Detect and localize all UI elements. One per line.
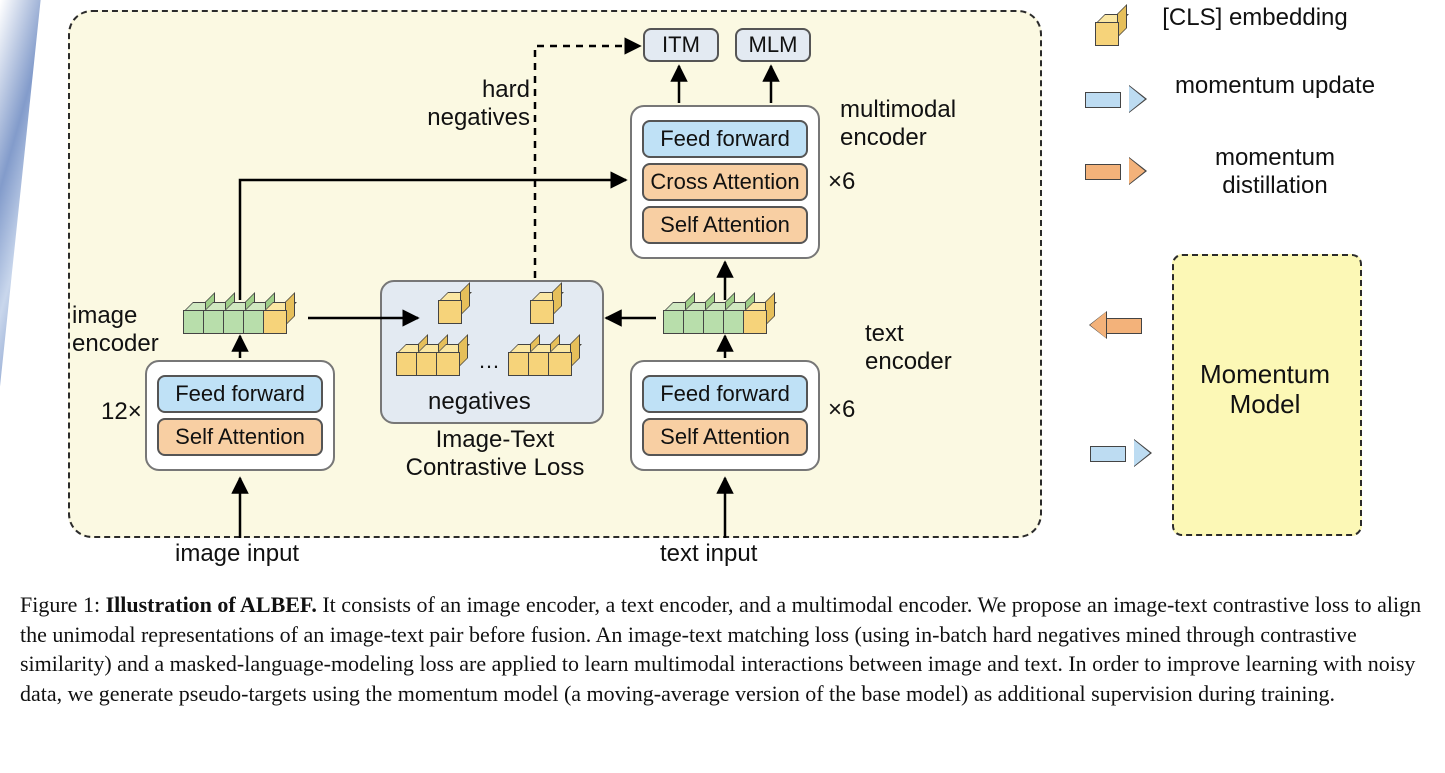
multimodal-feedforward-layer: Feed forward xyxy=(642,120,808,158)
neg-group-1 xyxy=(398,352,458,374)
image-encoder-label: image encoder xyxy=(72,302,172,357)
multimodal-repeat-label: ×6 xyxy=(828,168,855,196)
text-encoder-label: text encoder xyxy=(865,320,975,375)
image-encoder-box: Feed forward Self Attention xyxy=(145,360,335,471)
legend-momentum-update-label: momentum update xyxy=(1165,72,1385,100)
mlm-head: MLM xyxy=(735,28,811,62)
negatives-inside-label: negatives xyxy=(428,388,531,416)
legend-cls-label: [CLS] embedding xyxy=(1155,4,1355,32)
image-encoder-repeat-label: 12× xyxy=(101,398,142,426)
text-encoder-feedforward-layer: Feed forward xyxy=(642,375,808,413)
image-encoder-tokens xyxy=(185,310,285,332)
text-input-label: text input xyxy=(660,540,757,568)
multimodal-crossattention-layer: Cross Attention xyxy=(642,163,808,201)
neg-single-1 xyxy=(440,300,460,322)
multimodal-encoder-box: Feed forward Cross Attention Self Attent… xyxy=(630,105,820,259)
image-encoder-selfattention-layer: Self Attention xyxy=(157,418,323,456)
text-encoder-tokens xyxy=(665,310,765,332)
multimodal-encoder-label: multimodal encoder xyxy=(840,96,990,151)
text-encoder-box: Feed forward Self Attention xyxy=(630,360,820,471)
multimodal-selfattention-layer: Self Attention xyxy=(642,206,808,244)
neg-group-2 xyxy=(510,352,570,374)
neg-ellipsis: … xyxy=(478,348,500,374)
hard-negatives-label: hard negatives xyxy=(390,76,530,131)
image-input-label: image input xyxy=(175,540,299,568)
figure-number: Figure 1: xyxy=(20,592,100,617)
legend-momentum-distill-label: momentum distillation xyxy=(1165,144,1385,199)
neg-single-2 xyxy=(532,300,552,322)
momentum-to-main-arrow-icon xyxy=(1090,312,1150,338)
image-encoder-feedforward-layer: Feed forward xyxy=(157,375,323,413)
legend-cls-cube xyxy=(1097,22,1117,44)
legend-momentum-distill-arrow-icon xyxy=(1085,158,1145,184)
legend-momentum-update-arrow-icon xyxy=(1085,86,1145,112)
contrastive-loss-label: Image-Text Contrastive Loss xyxy=(395,426,595,481)
diagram-canvas: Momentum Model [CLS] embedding momentum … xyxy=(0,0,1445,773)
text-encoder-repeat-label: ×6 xyxy=(828,396,855,424)
momentum-model-label: Momentum Model xyxy=(1172,360,1358,420)
figure-caption: Figure 1: Illustration of ALBEF. It cons… xyxy=(20,590,1425,709)
main-to-momentum-arrow-icon xyxy=(1090,440,1150,466)
text-encoder-selfattention-layer: Self Attention xyxy=(642,418,808,456)
itm-head: ITM xyxy=(643,28,719,62)
figure-title: Illustration of ALBEF. xyxy=(106,592,317,617)
